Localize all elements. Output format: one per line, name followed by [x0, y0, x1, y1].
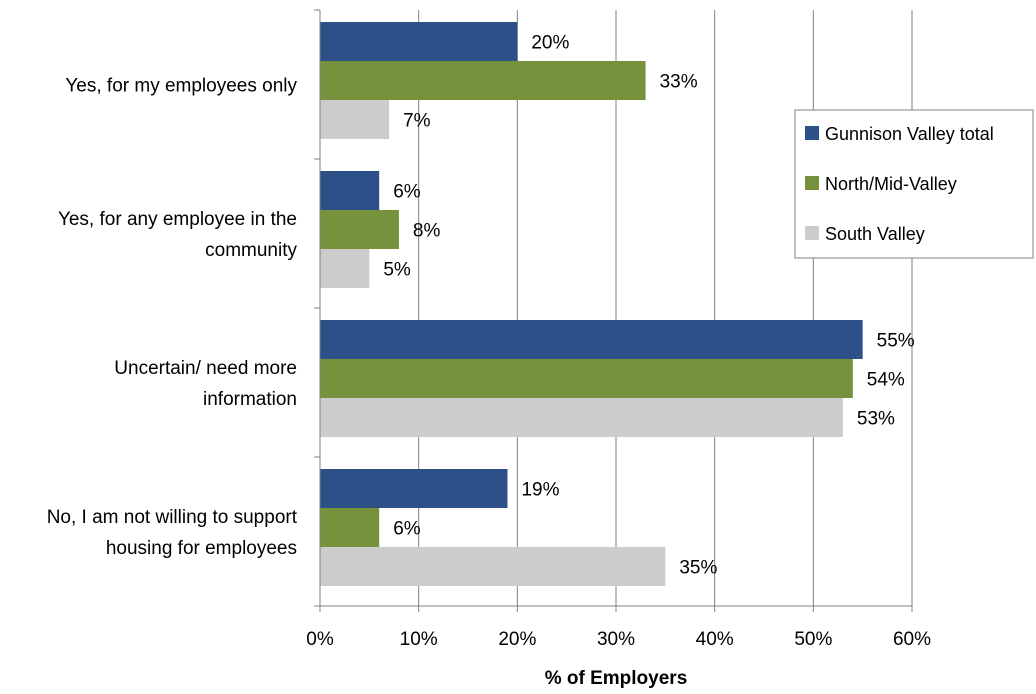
data-label: 33% — [660, 72, 698, 93]
bar — [320, 210, 399, 249]
x-tick-label: 50% — [794, 629, 832, 650]
bar — [320, 359, 853, 398]
bar — [320, 171, 380, 210]
data-label: 53% — [857, 409, 895, 430]
bar — [320, 61, 646, 100]
x-axis-title: % of Employers — [545, 668, 688, 689]
legend-swatch — [805, 226, 819, 240]
data-label: 7% — [403, 111, 431, 132]
data-label: 20% — [531, 33, 569, 54]
legend-label: Gunnison Valley total — [825, 124, 994, 144]
bars — [320, 22, 863, 586]
data-label: 35% — [679, 558, 717, 579]
x-tick-label: 0% — [306, 629, 334, 650]
bar — [320, 100, 390, 139]
bar — [320, 547, 666, 586]
data-label: 6% — [393, 182, 421, 203]
category-label: community — [205, 240, 297, 261]
bar — [320, 508, 380, 547]
category-label: Uncertain/ need more — [114, 358, 297, 379]
bar — [320, 249, 370, 288]
data-label: 19% — [521, 480, 559, 501]
legend-swatch — [805, 176, 819, 190]
category-label: housing for employees — [106, 538, 297, 559]
x-tick-label: 30% — [597, 629, 635, 650]
labels: 0% 10% 20% 30% 40% 50% 60% 20% 33% 7% Yes, for my … — [47, 33, 931, 651]
legend-label: South Valley — [825, 224, 925, 244]
x-tick-label: 40% — [696, 629, 734, 650]
category-label: No, I am not willing to support — [47, 507, 298, 528]
x-tick-label: 20% — [498, 629, 536, 650]
x-tick-label: 10% — [400, 629, 438, 650]
data-label: 54% — [867, 370, 905, 391]
data-label: 55% — [877, 331, 915, 352]
category-label: Yes, for any employee in the — [58, 209, 297, 230]
bar — [320, 320, 863, 359]
bar — [320, 469, 508, 508]
legend-box — [794, 109, 1034, 259]
axes — [314, 9, 913, 612]
x-tick-label: 60% — [893, 629, 931, 650]
legend-swatch — [805, 126, 819, 140]
legend: Gunnison Valley total North/Mid-Valley Sou… — [794, 109, 1034, 259]
data-label: 6% — [393, 519, 421, 540]
bar — [320, 398, 843, 437]
legend-label: North/Mid-Valley — [825, 174, 957, 194]
bar — [320, 22, 518, 61]
category-label: Yes, for my employees only — [65, 76, 297, 97]
data-label: 5% — [383, 260, 411, 281]
category-label: information — [203, 389, 297, 410]
data-label: 8% — [413, 221, 441, 242]
